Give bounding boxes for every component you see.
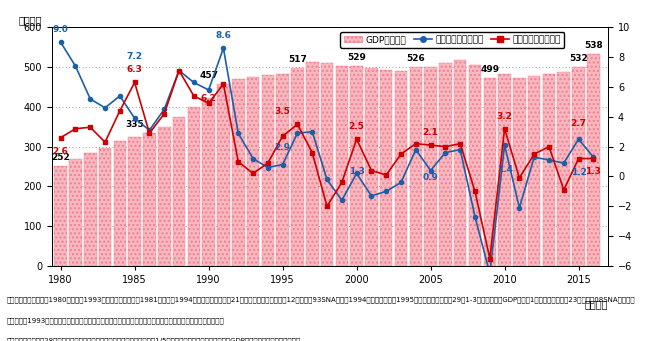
Bar: [84, 153, 96, 266]
Text: 529: 529: [347, 53, 366, 62]
Text: 備考）国内総生産は、1980年度から1993年度まで（前年度比1981年度から1994年度まで）は「平成21年度国民経済計算（平成12年基準・93SNA）」、1: 備考）国内総生産は、1980年度から1993年度まで（前年度比1981年度から1…: [6, 297, 635, 303]
Bar: [483, 78, 496, 266]
Text: 3.5: 3.5: [275, 107, 291, 116]
Bar: [543, 74, 555, 266]
Bar: [513, 78, 525, 266]
Text: 1.3: 1.3: [586, 167, 601, 176]
Bar: [498, 74, 511, 266]
Bar: [54, 166, 67, 266]
Text: 1.2: 1.2: [571, 168, 587, 177]
Bar: [291, 68, 303, 266]
Bar: [128, 137, 141, 266]
Bar: [587, 54, 600, 266]
Text: 517: 517: [288, 55, 307, 64]
Text: 2.9: 2.9: [274, 143, 291, 152]
Text: 1.4: 1.4: [497, 165, 512, 174]
Bar: [558, 72, 570, 266]
Text: 9.0: 9.0: [52, 25, 69, 34]
Bar: [454, 60, 466, 266]
Bar: [573, 68, 585, 266]
Bar: [468, 65, 481, 266]
Text: 526: 526: [406, 55, 425, 63]
Bar: [188, 107, 200, 266]
Text: 2.6: 2.6: [52, 147, 69, 157]
Text: 6.2: 6.2: [201, 94, 217, 103]
Bar: [321, 63, 333, 266]
Bar: [232, 79, 245, 266]
Bar: [424, 67, 437, 266]
Bar: [306, 62, 318, 266]
Text: 2.1: 2.1: [422, 128, 439, 137]
Bar: [69, 159, 82, 266]
Bar: [261, 75, 274, 266]
Bar: [247, 77, 259, 266]
Bar: [99, 148, 111, 266]
Bar: [528, 76, 540, 266]
Text: 1.3: 1.3: [349, 167, 364, 176]
Text: 538: 538: [584, 41, 603, 50]
Bar: [276, 74, 289, 266]
Legend: GDP（名目）, 名目成長率（右軸）, 実質成長率（右軸）: GDP（名目）, 名目成長率（右軸）, 実質成長率（右軸）: [340, 32, 564, 48]
Text: 499: 499: [480, 65, 499, 74]
Text: る。なお、1993年度以前の総額の数値については、異なる基準間の数値を接続するための処理を行っている。: る。なお、1993年度以前の総額の数値については、異なる基準間の数値を接続するた…: [6, 317, 225, 324]
Text: 0.9: 0.9: [422, 173, 439, 182]
Text: 335: 335: [126, 120, 144, 129]
Text: 532: 532: [569, 55, 588, 63]
Text: （兆円）: （兆円）: [18, 15, 42, 25]
Text: 252: 252: [51, 153, 70, 162]
Text: 457: 457: [199, 71, 218, 80]
Text: 6.3: 6.3: [127, 65, 142, 74]
Text: 8.6: 8.6: [215, 31, 232, 40]
Bar: [158, 127, 171, 266]
Bar: [350, 66, 363, 266]
Bar: [336, 66, 348, 266]
Text: 2.7: 2.7: [571, 119, 587, 128]
Bar: [143, 133, 156, 266]
Bar: [410, 68, 422, 266]
Text: （年度）: （年度）: [585, 299, 608, 309]
Bar: [203, 98, 215, 266]
Bar: [113, 142, 126, 266]
Bar: [439, 63, 452, 266]
Text: 3.2: 3.2: [497, 112, 512, 120]
Bar: [173, 117, 185, 266]
Text: 2.5: 2.5: [349, 122, 364, 131]
Bar: [217, 84, 230, 266]
Bar: [365, 68, 378, 266]
Bar: [395, 71, 408, 266]
Bar: [380, 70, 393, 266]
Text: 7.2: 7.2: [127, 52, 142, 61]
Text: 資料）内閣府「平成28年度年次経済財政報告（長期経済統計、国民経済計算1/5）」及び内閣府「国民経済計算（GDP統計）」より国土交通省作成: 資料）内閣府「平成28年度年次経済財政報告（長期経済統計、国民経済計算1/5）」…: [6, 338, 301, 341]
